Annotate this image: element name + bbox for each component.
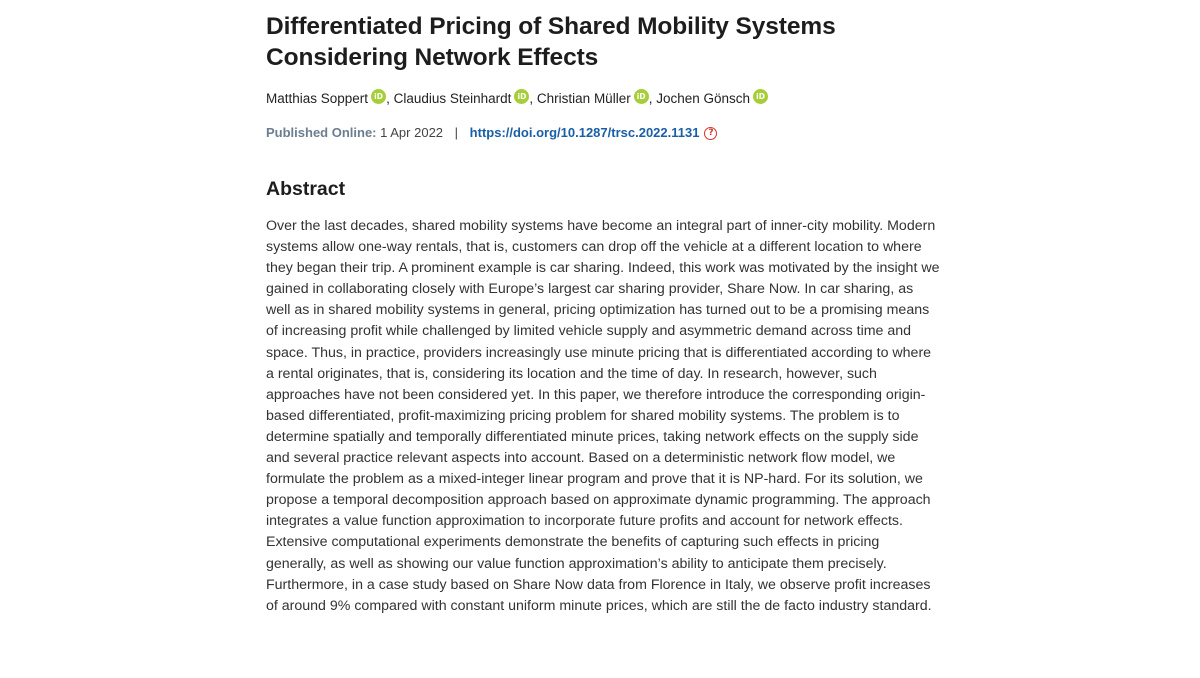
author-separator: , [648,91,657,106]
published-label: Published Online: [266,125,377,140]
orcid-icon[interactable]: iD [371,89,387,104]
meta-divider: | [454,125,459,140]
published-date: 1 Apr 2022 [380,125,444,140]
author-list: Matthias Soppert iD, Claudius Steinhardt i… [266,88,946,110]
doi-link[interactable]: https://doi.org/10.1287/trsc.2022.1131 [469,125,700,140]
abstract-heading: Abstract [266,178,346,200]
publication-meta: Published Online: 1 Apr 2022 | https://d… [266,123,946,143]
author-separator: , [529,91,537,106]
author-link[interactable]: Christian Müller [536,91,631,106]
orcid-icon[interactable]: iD [633,89,649,104]
author-link[interactable]: Jochen Gönsch [656,91,751,106]
author-separator: , [386,91,394,106]
help-circle-icon[interactable]: ? [704,127,718,140]
abstract-text: Over the last decades, shared mobility s… [266,218,940,614]
orcid-icon[interactable]: iD [514,89,530,104]
orcid-icon[interactable]: iD [753,89,769,104]
article-title: Differentiated Pricing of Shared Mobilit… [266,13,836,71]
author-link[interactable]: Claudius Steinhardt [393,91,512,106]
article-header: Differentiated Pricing of Shared Mobilit… [266,0,946,617]
author-link[interactable]: Matthias Soppert [266,91,369,106]
